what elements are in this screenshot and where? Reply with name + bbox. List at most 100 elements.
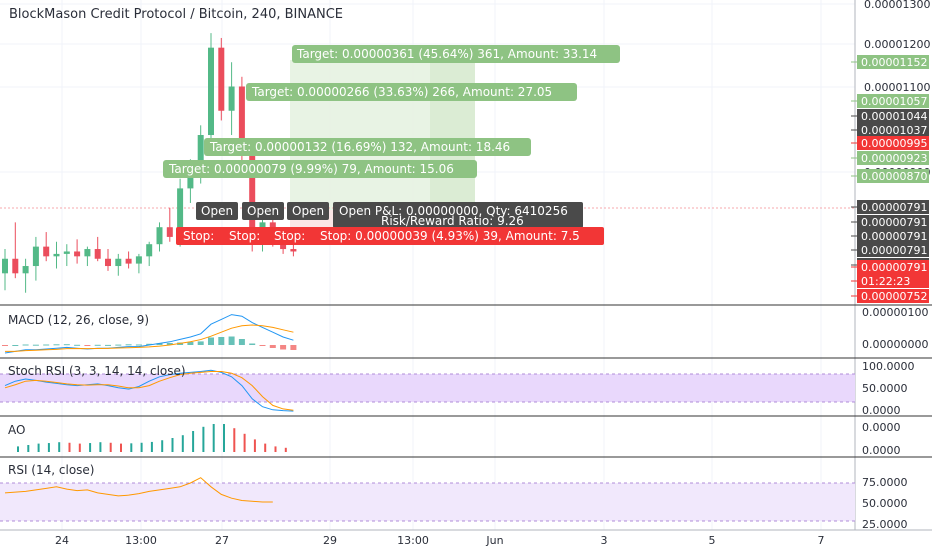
macd-histogram-bar (187, 342, 194, 345)
macd-histogram-bar (228, 336, 235, 345)
macd-histogram-bar (12, 345, 19, 346)
candle-body (218, 47, 225, 111)
target-1-box[interactable] (163, 160, 477, 178)
candle-body (228, 86, 235, 111)
stoch-tick-2: 50.0000 (862, 382, 908, 395)
rsi-band (0, 483, 855, 521)
macd-histogram-bar (84, 345, 91, 346)
price-tag-label: 0.00000923 (861, 152, 927, 165)
candle-body (208, 47, 214, 136)
price-tick-label: 0.00001300 (864, 0, 930, 11)
price-tag (857, 274, 929, 288)
time-tick-label: 29 (323, 534, 337, 547)
candle-body (74, 251, 81, 257)
macd-tick-1: 0.00000100 (862, 306, 928, 319)
time-tick-label: 13:00 (125, 534, 157, 547)
target-4-label: Target: 0.00000361 (45.64%) 361, Amount:… (296, 47, 597, 61)
candle-body (94, 249, 101, 259)
rsi-title: RSI (14, close) (8, 463, 94, 477)
open-label-2-box[interactable] (242, 202, 284, 220)
stoch-tick-1: 100.0000 (862, 360, 915, 373)
macd-histogram-bar (125, 344, 132, 346)
candle-body (125, 258, 132, 264)
macd-histogram-bar (135, 344, 142, 346)
macd-histogram-bar (63, 344, 70, 346)
target-1-label: Target: 0.00000079 (9.99%) 79, Amount: 1… (168, 162, 454, 176)
time-tick-label: 13:00 (397, 534, 429, 547)
open-pl-label: Open P&L: 0.00000000, Qty: 6410256 (339, 204, 568, 218)
candle-body (166, 227, 173, 237)
candle-body (32, 246, 39, 267)
open-label-1-box[interactable] (196, 202, 238, 220)
rsi-tick-3: 25.0000 (862, 518, 908, 531)
open-pl-box[interactable] (333, 202, 583, 228)
candle-body (63, 251, 70, 254)
macd-histogram-bar (208, 337, 214, 345)
price-tag (857, 200, 929, 214)
price-tag-label: 0.00000995 (861, 137, 927, 150)
stoch-pane (4, 369, 294, 412)
macd-line (4, 314, 294, 354)
open-labels[interactable]: Open Open Open Open P&L: 0.00000000, Qty… (196, 202, 583, 228)
target-3-label: Target: 0.00000266 (33.63%) 266, Amount:… (251, 85, 552, 99)
price-tag (857, 109, 929, 123)
macd-title: MACD (12, 26, close, 9) (8, 313, 149, 327)
price-tag-label: 0.00001152 (861, 56, 927, 69)
open-label-3: Open (292, 204, 324, 218)
time-axis[interactable]: 24 13:00 27 29 13:00 Jun 3 5 7 (55, 534, 825, 547)
time-tick-label: 27 (215, 534, 229, 547)
price-tag-label: 0.00000870 (861, 170, 927, 183)
target-4-box[interactable] (292, 45, 620, 63)
ao-tick-2: 0.0000 (862, 444, 901, 457)
stoch-d-line (4, 371, 294, 411)
candle-body (249, 154, 256, 242)
macd-histogram-bar (43, 344, 50, 346)
macd-histogram-bar (238, 339, 245, 345)
time-tick-label: Jun (485, 534, 503, 547)
rsi-tick-2: 50.0000 (862, 497, 908, 510)
macd-histogram-bar (156, 343, 163, 345)
price-tick-label: 0.00001200 (864, 38, 930, 51)
stop-label-2: Stop: (229, 229, 260, 243)
macd-histogram-bar (259, 345, 266, 346)
rsi-pane (4, 477, 273, 503)
risk-reward-label: Risk/Reward Ratio: 9.26 (381, 214, 524, 228)
target-labels[interactable]: Target: 0.00000361 (45.64%) 361, Amount:… (163, 45, 620, 178)
price-tag-label: 0.00001057 (861, 95, 927, 108)
candle-body (22, 266, 29, 274)
stop-label-3: Stop: (274, 229, 305, 243)
price-tag (857, 289, 929, 303)
candle-body (43, 246, 50, 257)
stop-label-main: Stop: 0.00000039 (4.93%) 39, Amount: 7.5 (320, 229, 580, 243)
price-tag-label: 0.00000791 (861, 261, 927, 274)
price-tag (857, 94, 929, 108)
stoch-k-line (4, 369, 294, 412)
stop-box[interactable] (176, 227, 604, 245)
signal-line (5, 324, 294, 352)
price-tag-label: 0.00000791 (861, 244, 927, 257)
candle-body (146, 244, 153, 257)
ao-pane (17, 424, 287, 452)
time-tick-label: 24 (55, 534, 69, 547)
price-tag (857, 151, 929, 165)
target-3-box[interactable] (246, 83, 577, 101)
candle-body (156, 227, 163, 245)
price-tag-label: 0.00001044 (861, 110, 927, 123)
candle-body (290, 249, 297, 252)
price-tag (857, 123, 929, 137)
price-tag (857, 55, 929, 69)
ao-tick-1: 0.0000 (862, 421, 901, 434)
open-label-3-box[interactable] (287, 202, 329, 220)
time-tick-label: 5 (709, 534, 716, 547)
macd-histogram-bar (197, 341, 204, 345)
stop-labels[interactable]: Stop: Stop: Stop: Stop: 0.00000039 (4.93… (176, 227, 604, 245)
target-2-box[interactable] (204, 138, 531, 156)
price-tag (857, 229, 929, 243)
rsi-line (4, 477, 273, 503)
open-label-2: Open (247, 204, 279, 218)
price-axis[interactable]: 0.00001300 0.00001200 0.00001152 0.00001100… (851, 0, 930, 303)
macd-histogram-bar (146, 343, 153, 345)
macd-histogram-bar (53, 344, 60, 346)
